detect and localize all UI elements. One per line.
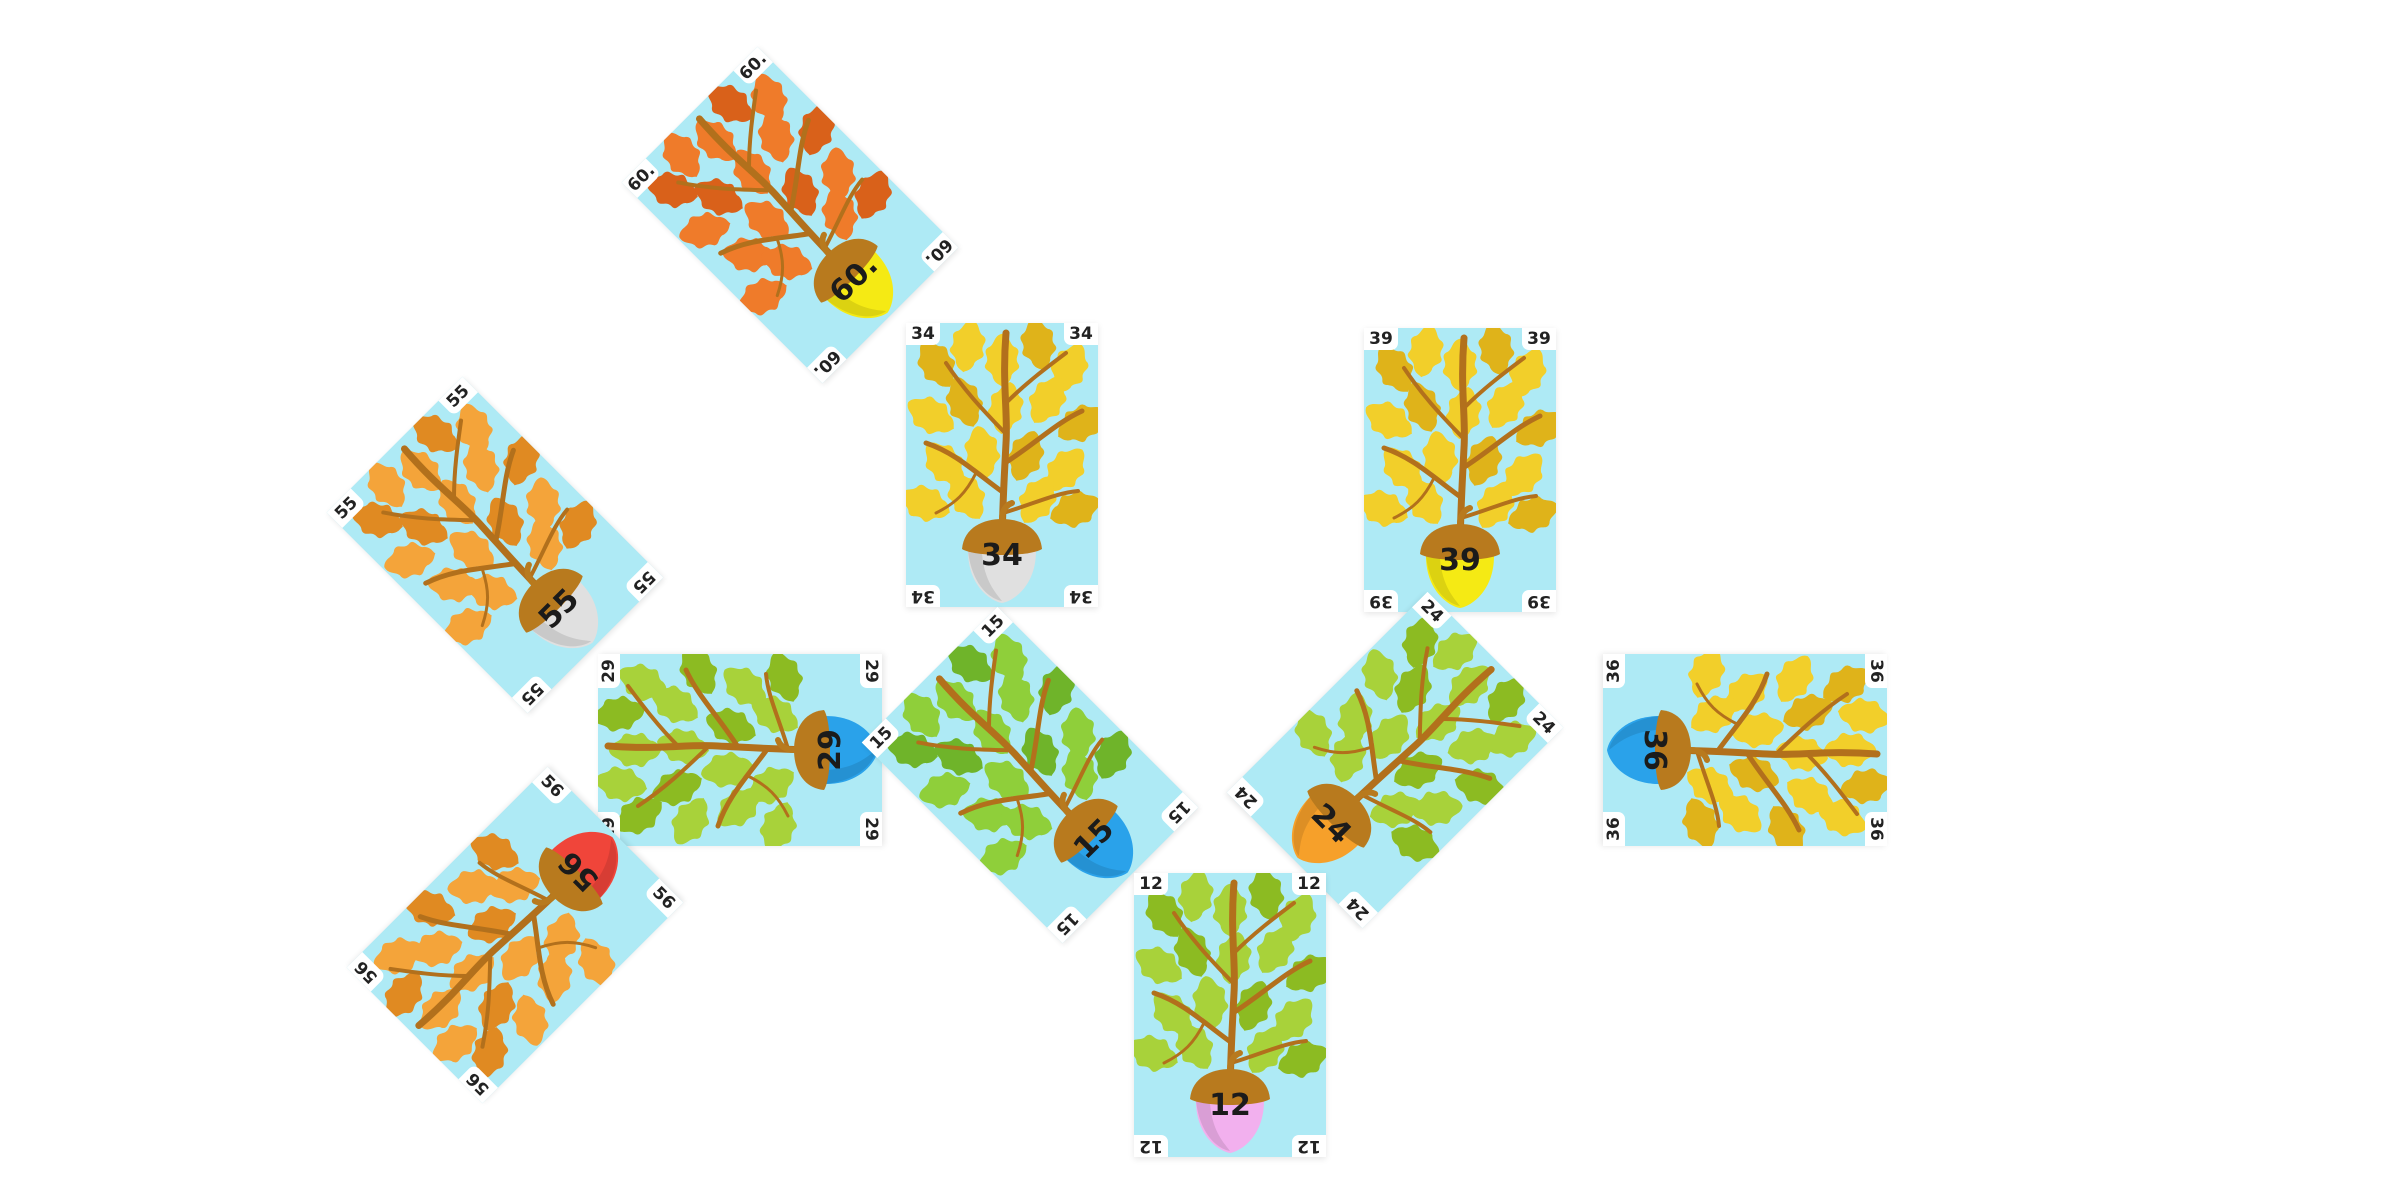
corner-number: 36 [1865, 812, 1887, 846]
oak-branch-illustration [646, 73, 894, 319]
corner-number: 34 [1064, 323, 1098, 345]
corner-number: 12 [1292, 873, 1326, 895]
oak-branch-illustration [1364, 328, 1556, 608]
oak-branch-illustration [1291, 616, 1537, 864]
card-34[interactable]: 34 34 34 34 34 [906, 323, 1098, 607]
card-39[interactable]: 39 39 39 39 39 [1364, 328, 1556, 612]
corner-number: 39 [1522, 328, 1556, 350]
corner-number: 36 [1865, 654, 1887, 688]
corner-number: 34 [1064, 585, 1098, 607]
card-24[interactable]: 24 24 24 24 24 [1226, 591, 1564, 929]
acorn-number: 39 [1439, 543, 1481, 578]
oak-branch-illustration [373, 831, 619, 1079]
corner-number: 29 [860, 654, 882, 688]
card-12[interactable]: 12 12 12 12 12 [1134, 873, 1326, 1157]
corner-number: 29 [598, 654, 620, 688]
corner-number: 12 [1134, 873, 1168, 895]
corner-number: 39 [1364, 590, 1398, 612]
card-60[interactable]: 60. 60. 60. 60. 60. [621, 46, 959, 384]
corner-number: 34 [906, 585, 940, 607]
oak-branch-illustration [351, 403, 599, 649]
corner-number: 36 [1603, 654, 1625, 688]
corner-number: 12 [1292, 1135, 1326, 1157]
corner-number: 12 [1134, 1135, 1168, 1157]
corner-number: 39 [1522, 590, 1556, 612]
oak-branch-illustration [598, 654, 878, 846]
acorn-number: 34 [981, 538, 1023, 573]
card-36[interactable]: 36 36 36 36 36 [1603, 654, 1887, 846]
card-55[interactable]: 55 55 55 55 55 [326, 376, 664, 714]
acorn-number: 12 [1209, 1088, 1251, 1123]
acorn-number: 36 [1637, 729, 1672, 771]
corner-number: 36 [1603, 812, 1625, 846]
acorn-number: 29 [813, 729, 848, 771]
oak-branch-illustration [1607, 654, 1887, 846]
card-56[interactable]: 56 56 56 56 56 [346, 766, 684, 1104]
corner-number: 34 [906, 323, 940, 345]
oak-branch-illustration [886, 633, 1134, 879]
card-15[interactable]: 15 15 15 15 15 [861, 606, 1199, 944]
card-29[interactable]: 2929292929 [598, 654, 882, 846]
corner-number: 39 [1364, 328, 1398, 350]
oak-branch-illustration [1134, 873, 1326, 1153]
corner-number: 29 [860, 812, 882, 846]
oak-branch-illustration [906, 323, 1098, 603]
